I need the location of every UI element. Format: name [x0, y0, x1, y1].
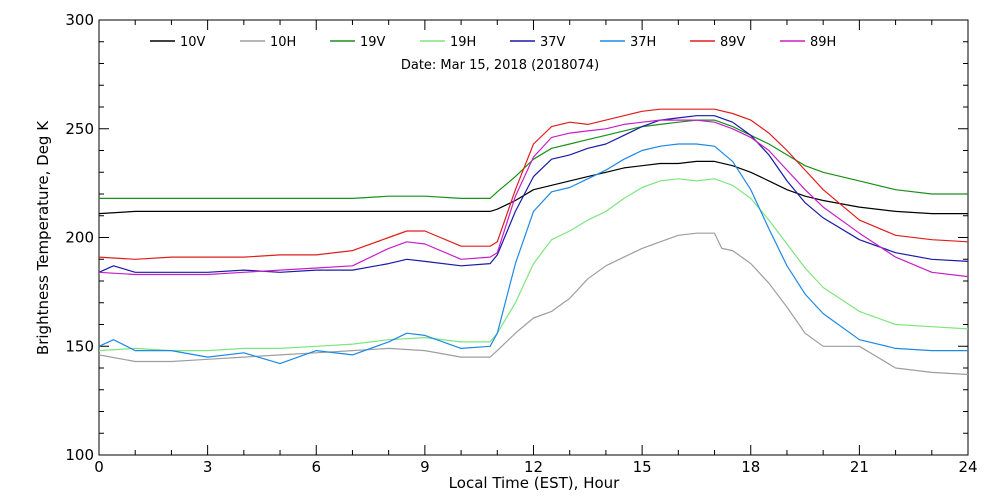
series-lines: [98, 108, 969, 376]
legend: 10V 10H 19V 19H 37V 37H 89V 89H: [150, 35, 836, 50]
legend-label-89h: 89H: [810, 35, 836, 50]
chart-subtitle: Date: Mar 15, 2018 (2018074): [401, 58, 599, 73]
axis-ticks: [98, 19, 969, 456]
legend-label-10h: 10H: [270, 35, 296, 50]
legend-label-37h: 37H: [630, 35, 656, 50]
axis-tick-labels: 0 3 6 9 12 15 18 21 24 100 150 200 250 300: [65, 11, 977, 476]
series-line-37h: [98, 143, 968, 365]
series-line-89v: [98, 108, 969, 260]
y-tick-label: 250: [65, 120, 94, 138]
legend-label-10v: 10V: [180, 35, 206, 50]
x-tick-label: 12: [524, 458, 543, 476]
y-tick-label: 200: [65, 229, 94, 247]
x-axis-title: Local Time (EST), Hour: [449, 474, 620, 492]
series-line-10h: [98, 232, 969, 376]
x-tick-label: 3: [203, 458, 213, 476]
series-line-19h: [98, 178, 969, 352]
y-tick-label: 100: [65, 446, 94, 464]
y-tick-label: 300: [65, 11, 94, 29]
y-axis-title: Brightness Temperature, Deg K: [34, 120, 52, 355]
x-tick-label: 9: [420, 458, 430, 476]
x-tick-label: 0: [94, 458, 104, 476]
x-tick-label: 18: [741, 458, 760, 476]
series-line-19v: [99, 119, 968, 199]
x-tick-label: 21: [850, 458, 869, 476]
x-tick-label: 15: [633, 458, 652, 476]
x-tick-label: 24: [958, 458, 977, 476]
series-line-89h: [98, 119, 969, 278]
legend-label-37v: 37V: [540, 35, 566, 50]
series-line-37v: [98, 115, 969, 273]
series-line-10v: [98, 160, 968, 215]
legend-label-19h: 19H: [450, 35, 476, 50]
legend-label-89v: 89V: [720, 35, 746, 50]
x-tick-label: 6: [311, 458, 321, 476]
y-tick-label: 150: [65, 337, 94, 355]
legend-label-19v: 19V: [360, 35, 386, 50]
plot-frame: [98, 19, 969, 456]
